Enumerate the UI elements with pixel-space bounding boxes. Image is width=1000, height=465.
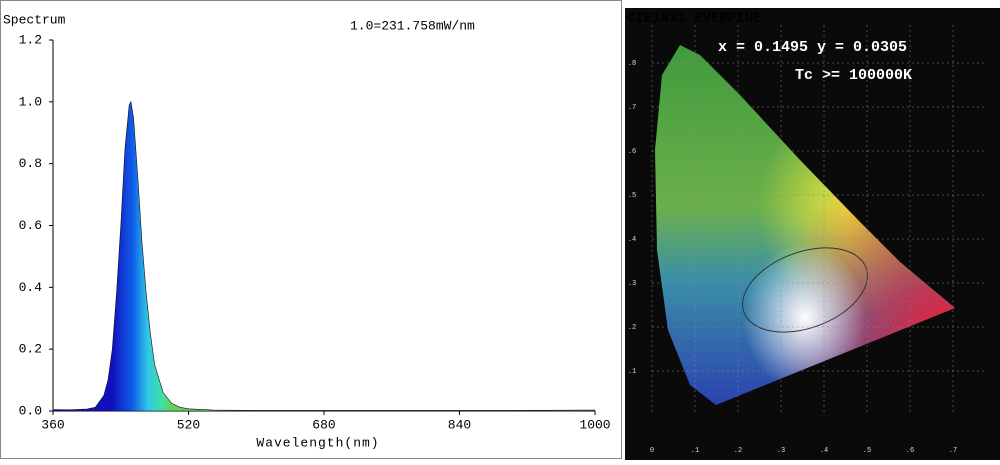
y-tick-label: 0.6 (19, 218, 42, 233)
x-tick-label: 680 (312, 417, 335, 432)
y-tick-label: .5 (628, 192, 636, 200)
x-tick-label: 360 (41, 417, 64, 432)
x-tick-label: .3 (777, 447, 785, 455)
x-axis-label: Wavelength(nm) (256, 435, 379, 450)
annotation: 1.0=231.758mW/nm (350, 18, 475, 33)
x-tick-label: .1 (691, 447, 699, 455)
x-tick-label: 0 (650, 447, 654, 455)
x-tick-label: 520 (177, 417, 200, 432)
x-tick-label: 1000 (579, 417, 610, 432)
y-tick-label: .2 (628, 324, 636, 332)
x-tick-label: .2 (734, 447, 742, 455)
y-tick-label: .3 (628, 280, 636, 288)
y-tick-label: 0.4 (19, 280, 43, 295)
x-tick-label: .6 (906, 447, 914, 455)
y-tick-label: 1.2 (19, 32, 42, 47)
y-tick-label: .6 (628, 148, 636, 156)
chart-title: Spectrum (3, 12, 66, 27)
y-tick-label: .8 (628, 60, 636, 68)
y-tick-label: .7 (628, 104, 636, 112)
x-tick-label: .7 (949, 447, 957, 455)
coordinates: x = 0.1495 y = 0.0305 (718, 39, 907, 56)
spectrum-chart: Spectrum 1.0=231.758mW/nm Wavelength(nm)… (3, 12, 611, 450)
y-tick-label: 0.0 (19, 403, 42, 418)
x-tick-label: .5 (863, 447, 871, 455)
spectrum-panel (0, 0, 622, 459)
x-tick-label: 840 (448, 417, 471, 432)
cie-title: CIE1931 EVERFINE (627, 11, 761, 27)
y-tick-label: 0.2 (19, 342, 42, 357)
y-tick-label: 0.8 (19, 156, 42, 171)
y-tick-label: .4 (628, 236, 636, 244)
x-tick-label: .4 (820, 447, 828, 455)
spectrum-area (52, 100, 596, 412)
color-temperature: Tc >= 100000K (795, 67, 912, 84)
y-tick-label: 1.0 (19, 94, 42, 109)
y-tick-label: .1 (628, 368, 636, 376)
cie-diagram: CIE1931 EVERFINE x = 0.1495 y = 0.0305 T… (625, 8, 1000, 460)
